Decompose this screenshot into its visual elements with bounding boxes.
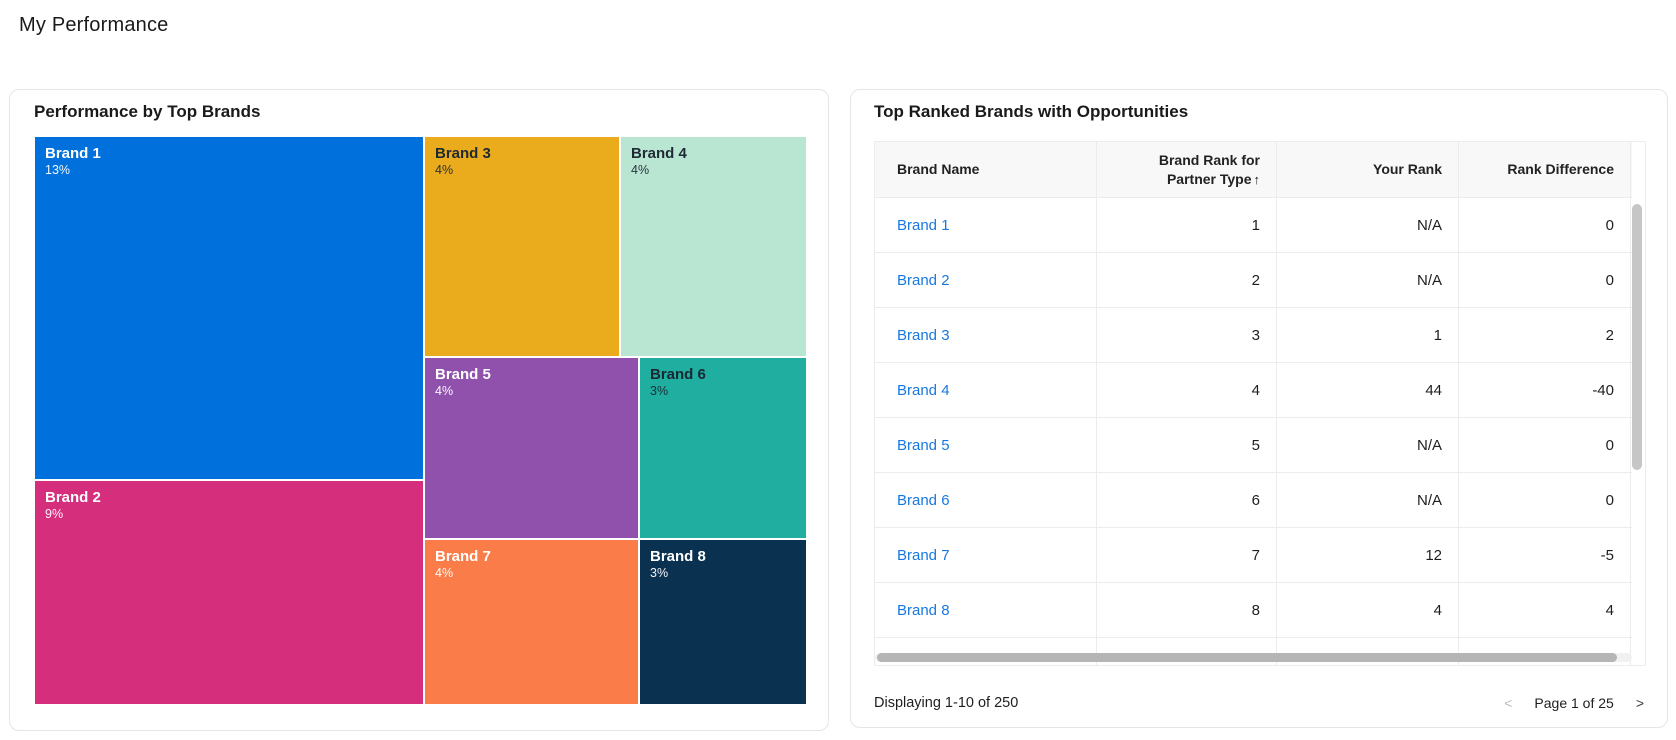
- tile-label: Brand 1: [45, 145, 101, 162]
- displaying-count: Displaying 1-10 of 250: [874, 695, 1019, 711]
- tile-label: Brand 4: [631, 145, 687, 162]
- tile-label: Brand 2: [45, 489, 101, 506]
- your-rank-cell: N/A: [1277, 418, 1459, 472]
- brand-name-cell: Brand 1: [875, 198, 1097, 252]
- sort-ascending-icon: ↑: [1253, 171, 1261, 187]
- brand-rank-cell: 7: [1097, 528, 1277, 582]
- brand-rank-cell: 2: [1097, 253, 1277, 307]
- treemap-tile-brand-2[interactable]: Brand 2 9%: [35, 481, 423, 704]
- your-rank-cell: 4: [1277, 583, 1459, 637]
- column-header-your-rank[interactable]: Your Rank: [1277, 142, 1459, 197]
- rank-difference-cell: 0: [1459, 473, 1631, 527]
- tile-value: 3%: [650, 566, 669, 580]
- page-indicator: Page 1 of 25: [1534, 695, 1614, 711]
- rank-difference-cell: 4: [1459, 583, 1631, 637]
- table-row: Brand 2 2 N/A 0: [875, 252, 1632, 307]
- brand-name-cell: Brand 3: [875, 308, 1097, 362]
- brand-rank-cell: 3: [1097, 308, 1277, 362]
- column-header-rank-difference[interactable]: Rank Difference: [1459, 142, 1631, 197]
- your-rank-cell: N/A: [1277, 253, 1459, 307]
- your-rank-cell: 12: [1277, 528, 1459, 582]
- treemap-tile-brand-3[interactable]: Brand 3 4%: [425, 137, 619, 356]
- rank-difference-cell: [1459, 638, 1631, 665]
- brand-name-cell: Brand 4: [875, 363, 1097, 417]
- brand-link[interactable]: Brand 1: [897, 216, 950, 234]
- tile-label: Brand 8: [650, 548, 706, 565]
- your-rank-cell: N/A: [1277, 473, 1459, 527]
- tile-label: Brand 5: [435, 366, 491, 383]
- brand-link[interactable]: Brand 4: [897, 381, 950, 399]
- table-card-title: Top Ranked Brands with Opportunities: [874, 102, 1189, 121]
- table-footer: Displaying 1-10 of 250 < Page 1 of 25 >: [874, 688, 1644, 718]
- tile-value: 13%: [45, 163, 71, 177]
- brand-name-cell: Brand 7: [875, 528, 1097, 582]
- table-row: Brand 7 7 12 -5: [875, 527, 1632, 582]
- your-rank-cell: [1277, 638, 1459, 665]
- treemap-tile-brand-1[interactable]: Brand 1 13%: [35, 137, 423, 479]
- previous-page-icon[interactable]: <: [1504, 695, 1513, 711]
- treemap-tile-brand-7[interactable]: Brand 7 4%: [425, 540, 638, 704]
- next-page-icon[interactable]: >: [1635, 695, 1644, 711]
- brand-name-cell: Brand 5: [875, 418, 1097, 472]
- rank-difference-cell: 0: [1459, 198, 1631, 252]
- brand-rank-cell: 1: [1097, 198, 1277, 252]
- tile-label: Brand 7: [435, 548, 491, 565]
- table-row: Brand 5 5 N/A 0: [875, 417, 1632, 472]
- brand-rank-cell: 6: [1097, 473, 1277, 527]
- table-header-row: Brand Name Brand Rank for Partner Type ↑ Yo…: [875, 142, 1632, 197]
- brand-name-cell: [875, 638, 1097, 665]
- treemap-card: Performance by Top Brands Brand 1 13% Bran…: [9, 89, 829, 731]
- treemap-tile-brand-4[interactable]: Brand 4 4%: [621, 137, 806, 356]
- page-title: My Performance: [19, 14, 169, 36]
- table-row: Brand 1 1 N/A 0: [875, 197, 1632, 252]
- pagination: < Page 1 of 25 >: [1504, 695, 1644, 711]
- brand-link[interactable]: Brand 5: [897, 436, 950, 454]
- tile-value: 4%: [435, 384, 454, 398]
- treemap-card-title: Performance by Top Brands: [34, 102, 261, 121]
- treemap-tile-brand-5[interactable]: Brand 5 4%: [425, 358, 638, 538]
- rank-difference-cell: 2: [1459, 308, 1631, 362]
- your-rank-cell: N/A: [1277, 198, 1459, 252]
- table-row: Brand 4 4 44 -40: [875, 362, 1632, 417]
- brand-rank-cell: 8: [1097, 583, 1277, 637]
- brand-link[interactable]: Brand 3: [897, 326, 950, 344]
- ranked-brands-card: Top Ranked Brands with Opportunities Bra…: [850, 89, 1668, 728]
- tile-label: Brand 3: [435, 145, 491, 162]
- brand-link[interactable]: Brand 7: [897, 546, 950, 564]
- rank-difference-cell: -40: [1459, 363, 1631, 417]
- tile-value: 9%: [45, 507, 64, 521]
- brand-name-cell: Brand 8: [875, 583, 1097, 637]
- brand-rank-cell: [1097, 638, 1277, 665]
- brand-name-cell: Brand 6: [875, 473, 1097, 527]
- brand-link[interactable]: Brand 8: [897, 601, 950, 619]
- brands-treemap: Brand 1 13% Brand 2 9% Brand 3 4% Brand 4 4% Bra…: [35, 137, 806, 704]
- treemap-tile-brand-6[interactable]: Brand 6 3%: [640, 358, 806, 538]
- tile-value: 4%: [631, 163, 650, 177]
- brand-rank-cell: 4: [1097, 363, 1277, 417]
- rank-difference-cell: 0: [1459, 253, 1631, 307]
- rank-difference-cell: 0: [1459, 418, 1631, 472]
- vertical-scrollbar[interactable]: [1632, 204, 1642, 470]
- brand-link[interactable]: Brand 2: [897, 271, 950, 289]
- tile-value: 3%: [650, 384, 669, 398]
- tile-value: 4%: [435, 566, 454, 580]
- table-row: Brand 6 6 N/A 0: [875, 472, 1632, 527]
- brand-link[interactable]: Brand 6: [897, 491, 950, 509]
- column-header-brand-rank-for-partner-type[interactable]: Brand Rank for Partner Type ↑: [1097, 142, 1277, 197]
- rank-difference-cell: -5: [1459, 528, 1631, 582]
- your-rank-cell: 44: [1277, 363, 1459, 417]
- ranked-brands-table: Brand Name Brand Rank for Partner Type ↑ Yo…: [874, 141, 1646, 666]
- treemap-tile-brand-8[interactable]: Brand 8 3%: [640, 540, 806, 704]
- brand-name-cell: Brand 2: [875, 253, 1097, 307]
- brand-rank-cell: 5: [1097, 418, 1277, 472]
- table-body: Brand 1 1 N/A 0 Brand 2 2 N/A 0 Brand 3 3 1 2 Brand …: [875, 197, 1645, 665]
- horizontal-scrollbar[interactable]: [877, 653, 1617, 662]
- your-rank-cell: 1: [1277, 308, 1459, 362]
- column-header-brand-name[interactable]: Brand Name: [875, 142, 1097, 197]
- tile-value: 4%: [435, 163, 454, 177]
- tile-label: Brand 6: [650, 366, 706, 383]
